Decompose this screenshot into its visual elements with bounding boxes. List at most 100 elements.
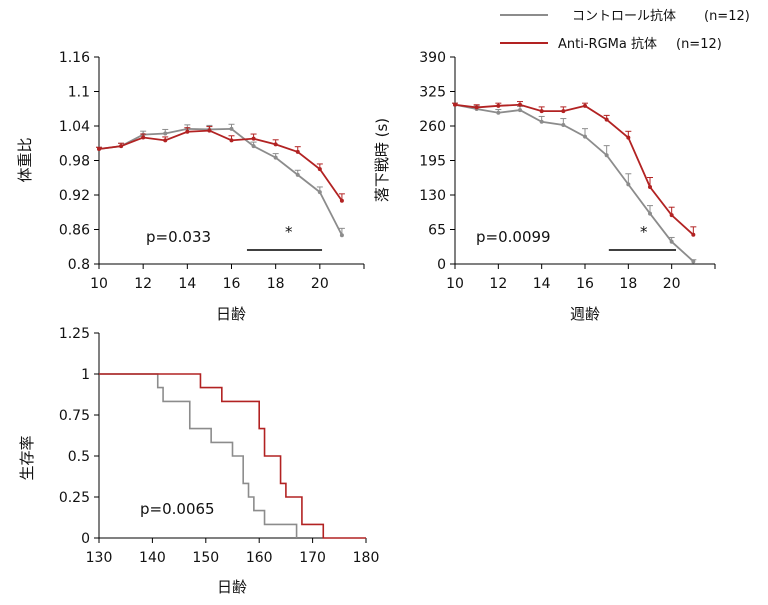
body-weight-ylabel: 体重比 bbox=[16, 137, 34, 182]
rotarod-point-anti bbox=[583, 104, 587, 108]
body-weight-y-tick-label: 1.1 bbox=[68, 85, 90, 101]
rotarod-point-control bbox=[626, 182, 630, 186]
body-weight-chart: p=0.033 * 日齢 体重比 0.8 0.86 0.92 0.98 1.04 1.1 1… bbox=[16, 50, 364, 323]
legend-n-anti: (n=12) bbox=[676, 37, 722, 52]
rotarod-x-tick-label: 10 bbox=[446, 276, 464, 292]
survival-y-tick-label: 0.25 bbox=[59, 490, 90, 506]
body-weight-point-anti bbox=[207, 129, 211, 133]
rotarod-point-control bbox=[605, 153, 609, 157]
legend-n-control: (n=12) bbox=[704, 9, 750, 24]
body-weight-x-tick-label: 12 bbox=[134, 276, 152, 292]
rotarod-point-control bbox=[561, 123, 565, 127]
rotarod-pvalue: p=0.0099 bbox=[476, 228, 551, 246]
rotarod-point-anti bbox=[518, 103, 522, 107]
body-weight-x-tick-label: 14 bbox=[178, 276, 196, 292]
rotarod-point-anti bbox=[691, 233, 695, 237]
body-weight-point-anti bbox=[97, 147, 101, 151]
survival-x-tick-label: 160 bbox=[246, 550, 273, 566]
rotarod-series-anti bbox=[455, 105, 693, 235]
body-weight-series-control bbox=[99, 129, 342, 235]
survival-x-tick-label: 140 bbox=[139, 550, 166, 566]
body-weight-x-tick-label: 18 bbox=[267, 276, 285, 292]
survival-y-tick-label: 1 bbox=[81, 367, 90, 383]
rotarod-xlabel: 週齢 bbox=[570, 305, 600, 323]
rotarod-point-anti bbox=[605, 118, 609, 122]
rotarod-point-control bbox=[648, 212, 652, 216]
body-weight-point-anti bbox=[119, 144, 123, 148]
body-weight-point-control bbox=[318, 190, 322, 194]
rotarod-point-anti bbox=[626, 136, 630, 140]
body-weight-y-tick-label: 1.16 bbox=[59, 50, 90, 66]
body-weight-point-anti bbox=[340, 199, 344, 203]
body-weight-point-control bbox=[340, 233, 344, 237]
body-weight-point-control bbox=[252, 144, 256, 148]
body-weight-point-anti bbox=[274, 142, 278, 146]
survival-x-tick-label: 170 bbox=[299, 550, 326, 566]
survival-x-tick-label: 130 bbox=[86, 550, 113, 566]
body-weight-point-control bbox=[274, 156, 278, 160]
rotarod-x-tick-label: 16 bbox=[576, 276, 594, 292]
survival-pvalue: p=0.0065 bbox=[140, 500, 215, 518]
body-weight-point-anti bbox=[163, 138, 167, 142]
body-weight-point-anti bbox=[318, 167, 322, 171]
rotarod-ylabel: 落下戦時 (s) bbox=[373, 118, 391, 202]
survival-chart: p=0.0065 日齢 生存率 0 0.25 0.5 0.75 1 1.25 130 140 1… bbox=[18, 326, 379, 596]
survival-y-tick-label: 1.25 bbox=[59, 326, 90, 342]
rotarod-point-anti bbox=[648, 185, 652, 189]
body-weight-y-tick-label: 0.86 bbox=[59, 223, 90, 239]
rotarod-y-tick-label: 0 bbox=[437, 257, 446, 273]
body-weight-y-tick-label: 0.98 bbox=[59, 154, 90, 170]
rotarod-point-anti bbox=[540, 109, 544, 113]
rotarod-point-control bbox=[583, 135, 587, 139]
rotarod-y-tick-label: 130 bbox=[419, 188, 446, 204]
rotarod-point-anti bbox=[670, 213, 674, 217]
rotarod-point-anti bbox=[453, 103, 457, 107]
body-weight-pvalue: p=0.033 bbox=[146, 228, 211, 246]
body-weight-x-tick-label: 16 bbox=[223, 276, 241, 292]
survival-y-tick-label: 0.75 bbox=[59, 408, 90, 424]
body-weight-point-control bbox=[296, 173, 300, 177]
body-weight-point-anti bbox=[141, 136, 145, 140]
body-weight-y-tick-label: 0.8 bbox=[68, 257, 90, 273]
body-weight-point-anti bbox=[230, 138, 234, 142]
body-weight-x-tick-label: 10 bbox=[90, 276, 108, 292]
rotarod-y-tick-label: 390 bbox=[419, 50, 446, 66]
survival-x-tick-label: 150 bbox=[192, 550, 219, 566]
rotarod-point-control bbox=[518, 108, 522, 112]
rotarod-x-tick-label: 12 bbox=[489, 276, 507, 292]
body-weight-significance: * bbox=[285, 223, 293, 241]
rotarod-point-anti bbox=[475, 105, 479, 109]
rotarod-point-anti bbox=[496, 104, 500, 108]
figure: コントロール抗体 (n=12) Anti-RGMa 抗体 (n=12) p=0.… bbox=[0, 0, 768, 605]
survival-ylabel: 生存率 bbox=[18, 435, 36, 480]
survival-xlabel: 日齢 bbox=[217, 578, 247, 596]
body-weight-point-anti bbox=[296, 150, 300, 154]
rotarod-y-tick-label: 260 bbox=[419, 119, 446, 135]
rotarod-y-tick-label: 65 bbox=[428, 223, 446, 239]
body-weight-point-control bbox=[163, 131, 167, 135]
survival-y-tick-label: 0 bbox=[81, 531, 90, 547]
rotarod-x-tick-label: 14 bbox=[533, 276, 551, 292]
rotarod-point-control bbox=[540, 120, 544, 124]
rotarod-x-tick-label: 18 bbox=[619, 276, 637, 292]
rotarod-y-tick-label: 325 bbox=[419, 85, 446, 101]
survival-x-tick-label: 180 bbox=[353, 550, 380, 566]
body-weight-y-tick-label: 1.04 bbox=[59, 119, 90, 135]
rotarod-x-tick-label: 20 bbox=[663, 276, 681, 292]
rotarod-point-anti bbox=[561, 109, 565, 113]
rotarod-significance: * bbox=[640, 223, 648, 241]
legend-label-anti: Anti-RGMa 抗体 bbox=[558, 37, 657, 52]
legend-label-control: コントロール抗体 bbox=[572, 9, 676, 24]
rotarod-chart: p=0.0099 * 週齢 落下戦時 (s) 0 65 130 195 260 325 39… bbox=[373, 50, 715, 323]
body-weight-point-control bbox=[230, 127, 234, 131]
rotarod-point-control bbox=[670, 240, 674, 244]
body-weight-xlabel: 日齢 bbox=[216, 305, 246, 323]
rotarod-point-control bbox=[691, 259, 695, 263]
body-weight-point-anti bbox=[185, 130, 189, 134]
body-weight-x-tick-label: 20 bbox=[311, 276, 329, 292]
body-weight-y-tick-label: 0.92 bbox=[59, 188, 90, 204]
body-weight-point-anti bbox=[252, 137, 256, 141]
body-weight-series-anti bbox=[99, 131, 342, 201]
rotarod-point-control bbox=[496, 111, 500, 115]
survival-y-tick-label: 0.5 bbox=[68, 449, 90, 465]
